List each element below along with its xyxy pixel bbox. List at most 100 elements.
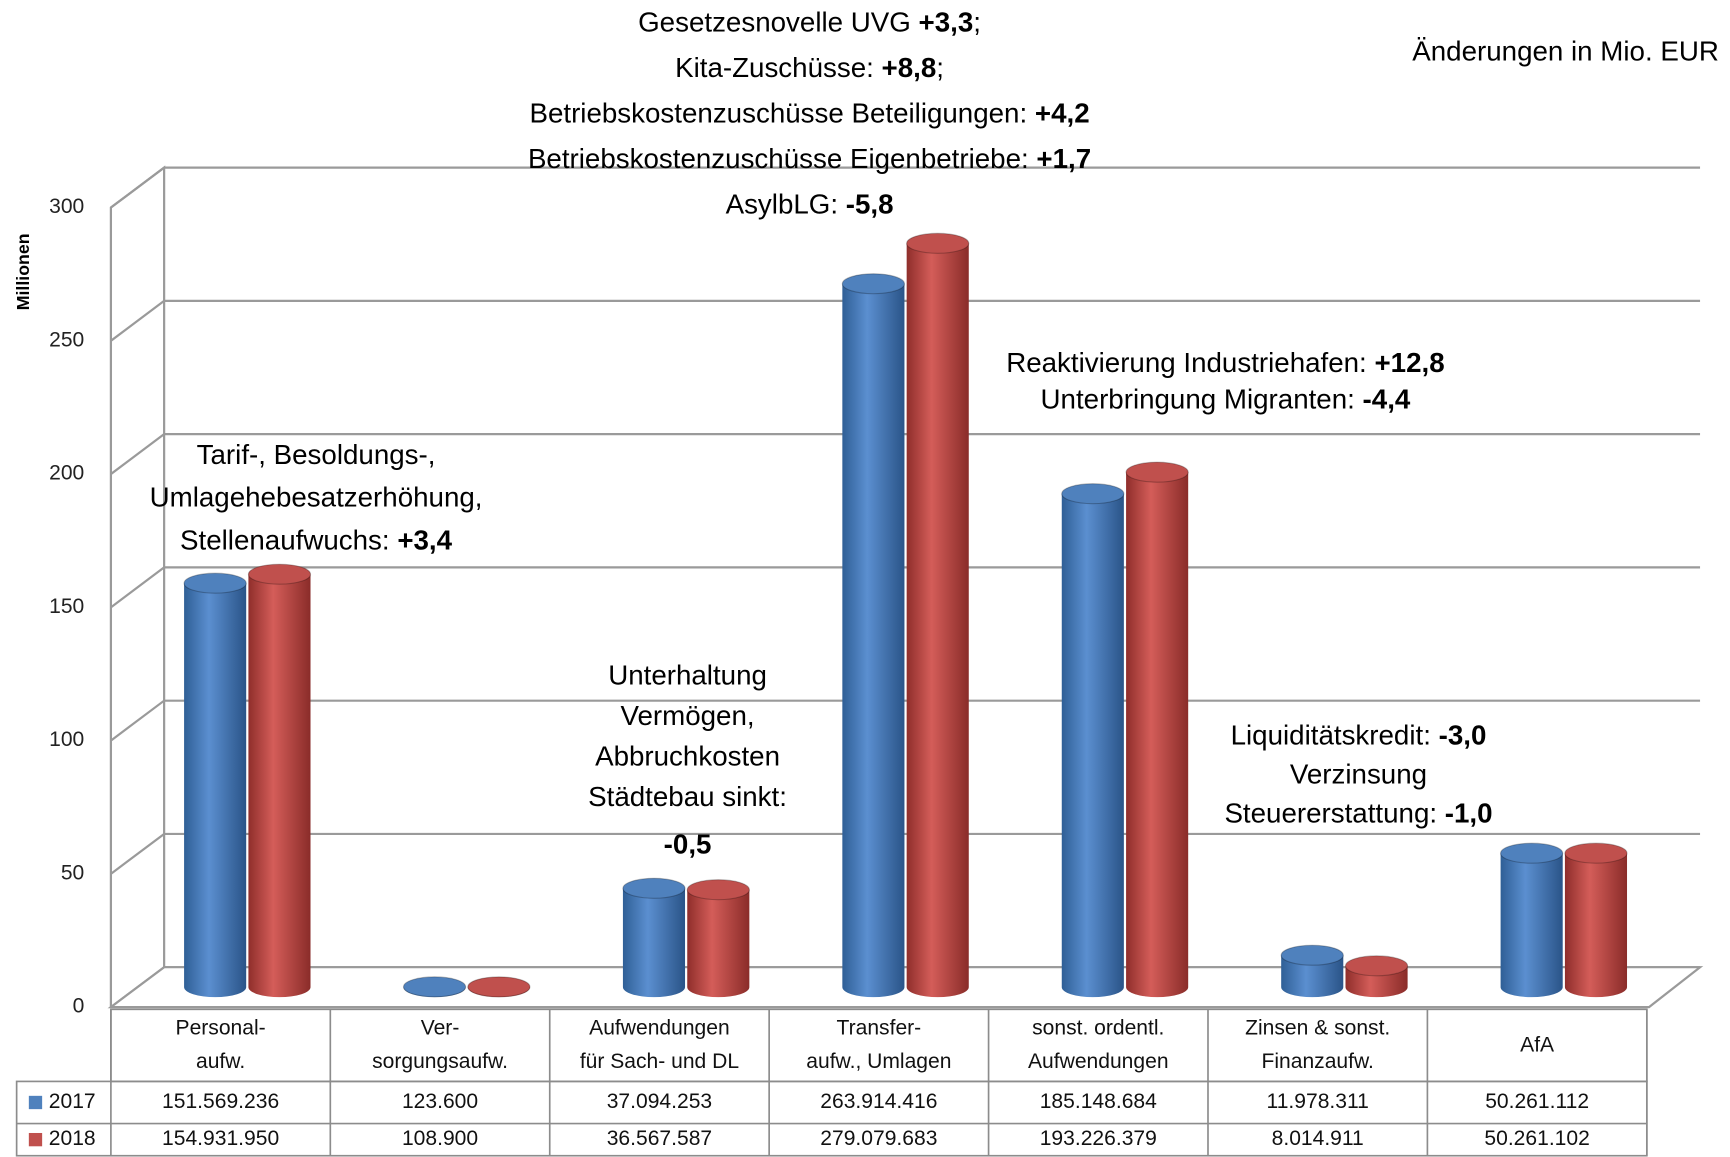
annotation-line: Städtebau sinkt: [588, 782, 787, 813]
x-category-label: Ver-sorgungsaufw. [372, 1016, 508, 1072]
annotation-line: Kita-Zuschüsse: +8,8; [675, 52, 944, 83]
y-tick-label: 250 [49, 328, 84, 351]
y-axis-label: Millionen [13, 233, 33, 310]
annotation-line: Unterbringung Migranten: -4,4 [1041, 384, 1411, 415]
table-value: 36.567.587 [607, 1127, 712, 1150]
annotation-text: +12,8 [1374, 347, 1444, 378]
bar-top [686, 879, 750, 901]
bar [1564, 853, 1628, 998]
legend-swatch [28, 1095, 43, 1110]
annotation-text: -0,5 [664, 829, 712, 860]
table-value: 123.600 [402, 1090, 478, 1113]
table-value: 37.094.253 [607, 1090, 712, 1113]
annotation-text: +3,3 [919, 7, 974, 38]
legend-label: 2017 [49, 1090, 96, 1113]
table-value: 154.931.950 [162, 1127, 279, 1150]
y-tick-label: 0 [73, 995, 85, 1018]
legend-swatch [28, 1132, 43, 1147]
annotation-line: Liquiditätskredit: -3,0 [1231, 720, 1487, 751]
bar [622, 888, 686, 998]
annotation-line: Betriebskostenzuschüsse Beteiligungen: +… [529, 98, 1089, 129]
table-value: 151.569.236 [162, 1090, 279, 1113]
y-tick-label: 100 [49, 728, 84, 751]
annotation-line: Steuererstattung: -1,0 [1224, 798, 1492, 829]
annotation-text: Gesetzesnovelle UVG [638, 7, 918, 38]
grid-line [110, 299, 1701, 342]
annotation-line: Stellenaufwuchs: +3,4 [180, 525, 453, 556]
bar [1126, 472, 1189, 998]
x-category-label: sonst. ordentl. Aufwendungen [1028, 1016, 1169, 1072]
y-tick-label: 50 [61, 861, 84, 884]
annotation-text: Städtebau sinkt: [588, 782, 787, 813]
bar [687, 889, 750, 998]
annotation-line: Gesetzesnovelle UVG +3,3; [638, 7, 981, 38]
annotation-line: AsylbLG: -5,8 [726, 189, 894, 220]
grid-line [110, 166, 1701, 209]
bar-top [1500, 842, 1564, 864]
legend-label: 2018 [49, 1127, 96, 1150]
annotation-text: Kita-Zuschüsse: [675, 52, 881, 83]
bar-top [841, 273, 906, 295]
annotation-line: Betriebskostenzuschüsse Eigenbetriebe: +… [528, 143, 1091, 174]
annotation-text: AsylbLG: [726, 189, 846, 220]
annotation-text: +1,7 [1036, 143, 1091, 174]
table-value: 11.978.311 [1267, 1090, 1369, 1113]
bar [906, 243, 969, 998]
annotation-text: ; [973, 7, 981, 38]
annotation-text: -1,0 [1445, 798, 1493, 829]
annotation-text: Unterbringung Migranten: [1041, 384, 1363, 415]
table-value: 193.226.379 [1040, 1127, 1157, 1150]
annotation-line: Abbruchkosten [595, 741, 780, 772]
annotation-text: ; [936, 52, 944, 83]
grid-line [110, 832, 1701, 875]
annotation-text: -4,4 [1363, 384, 1411, 415]
annotation-text: Vermögen, [621, 701, 755, 732]
annotation-line: -0,5 [664, 829, 712, 860]
x-category-label: AfA [1520, 1033, 1554, 1056]
bar-top [906, 232, 970, 254]
annotation-line: Verzinsung [1290, 759, 1427, 790]
annotation-line: Umlagehebesatzerhöhung, [150, 482, 483, 513]
bar [248, 574, 311, 998]
x-category-label: Zinsen & sonst. Finanzaufw. [1245, 1016, 1390, 1072]
annotation-text: Betriebskostenzuschüsse Beteiligungen: [529, 98, 1034, 129]
annotation-text: Abbruchkosten [595, 741, 780, 772]
y-tick-label: 150 [49, 595, 84, 618]
annotation-text: Umlagehebesatzerhöhung, [150, 482, 483, 513]
annotation-text: Reaktivierung Industriehafen: [1006, 347, 1374, 378]
annotation-text: Tarif-, Besoldungs-, [197, 439, 436, 470]
bar-top [1125, 461, 1189, 483]
bar-top [1564, 842, 1628, 864]
annotation-text: Unterhaltung [608, 660, 767, 691]
table-value: 185.148.684 [1040, 1090, 1157, 1113]
bar-top [247, 563, 312, 585]
annotation-text: Steuererstattung: [1224, 798, 1444, 829]
annotation-text: Verzinsung [1290, 759, 1427, 790]
annotation-text: Stellenaufwuchs: [180, 525, 397, 556]
bar-top [467, 976, 531, 998]
bar-top [1061, 483, 1125, 505]
x-category-label: Aufwendungen für Sach- und DL [580, 1016, 740, 1072]
x-category-label: Personal-aufw. [176, 1016, 266, 1072]
unit-note: Änderungen in Mio. EUR [1412, 36, 1719, 67]
annotation-text: Betriebskostenzuschüsse Eigenbetriebe: [528, 143, 1036, 174]
annotation-line: Reaktivierung Industriehafen: +12,8 [1006, 347, 1444, 378]
bar [1281, 955, 1344, 998]
annotation-text: +4,2 [1035, 98, 1090, 129]
annotation-line: Unterhaltung [608, 660, 767, 691]
table-value: 8.014.911 [1272, 1127, 1364, 1150]
bar-top [1280, 944, 1344, 966]
bar [184, 583, 247, 998]
floor [107, 966, 1704, 1009]
bar [842, 283, 905, 998]
annotation-line: Tarif-, Besoldungs-, [197, 439, 436, 470]
x-category-label: Transfer-aufw., Umlagen [806, 1016, 951, 1072]
annotation-text: -3,0 [1439, 720, 1487, 751]
annotation-line: Vermögen, [621, 701, 755, 732]
y-tick-label: 300 [49, 195, 84, 218]
table-value: 108.900 [402, 1127, 478, 1150]
bar-top [402, 976, 467, 998]
annotation-text: -5,8 [846, 189, 894, 220]
bar-top [1344, 955, 1409, 977]
